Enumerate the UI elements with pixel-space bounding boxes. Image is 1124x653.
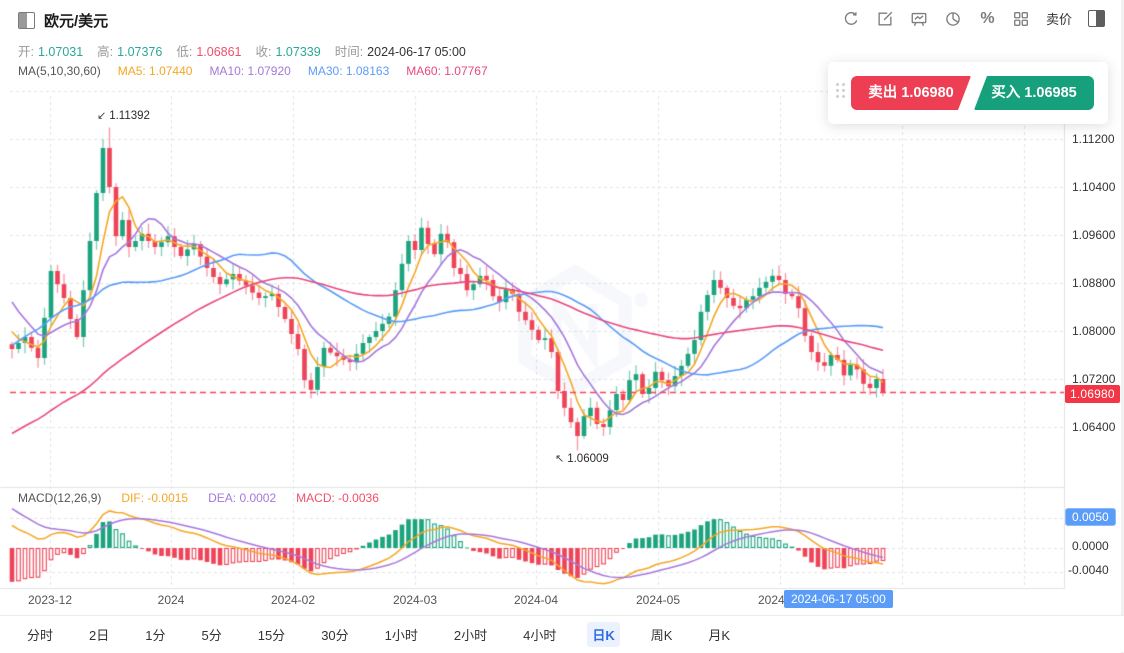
close-label: 收: [255, 45, 272, 59]
timeframe-1小时[interactable]: 1小时 [384, 627, 418, 643]
price-axis-label: 1.09600 [1072, 228, 1116, 242]
drag-handle[interactable] [836, 83, 845, 98]
scrollbar-track[interactable] [1121, 0, 1124, 653]
ma-values: MA5: 1.07440 MA10: 1.07920 MA30: 1.08163 MA… [118, 64, 505, 78]
timeframe-日K[interactable]: 日K [587, 621, 620, 647]
macd-label: MACD: [296, 491, 335, 505]
sell-price-toggle[interactable]: 卖价 [1045, 12, 1072, 27]
pair-title: 欧元/美元 [44, 13, 109, 30]
macd-header: MACD(12,26,9) DIF: -0.0015 DEA: 0.0002 M… [18, 491, 379, 505]
price-axis-label: 1.06400 [1072, 420, 1116, 434]
timeframe-15分[interactable]: 15分 [257, 627, 286, 643]
low-annotation-value: 1.06009 [567, 453, 609, 465]
timeframe-月K[interactable]: 月K [708, 627, 731, 643]
timeframe-分时[interactable]: 分时 [27, 627, 54, 643]
high-value: 1.07376 [117, 45, 163, 59]
refresh-icon[interactable] [842, 9, 861, 28]
price-axis-label: 1.07200 [1072, 372, 1116, 386]
price-axis-label: 1.10400 [1072, 180, 1116, 194]
percent-icon[interactable]: % [980, 9, 995, 27]
sell-button-price: 1.06980 [901, 85, 954, 101]
timeframe-2日[interactable]: 2日 [89, 627, 110, 643]
sell-button[interactable]: 卖出 1.06980 [851, 76, 971, 110]
buy-button[interactable]: 买入 1.06985 [974, 76, 1094, 110]
chart-toolbar: % 卖价 [842, 9, 1106, 28]
low-arrow-icon: ↖ [555, 453, 565, 465]
timeframe-5分[interactable]: 5分 [201, 627, 222, 643]
timeframe-2小时[interactable]: 2小时 [453, 627, 488, 643]
layout-grid-icon[interactable] [1012, 9, 1031, 28]
ma-item: MA10: 1.07920 [209, 64, 291, 78]
price-axis-label: 1.08800 [1072, 276, 1116, 290]
low-value: 1.06861 [196, 45, 242, 59]
timeframe-周K[interactable]: 周K [650, 627, 673, 643]
ohlc-row: 开: 1.07031 高: 1.07376 低: 1.06861 收: 1.07339 … [18, 41, 466, 60]
high-annotation: ↙ 1.11392 [97, 109, 150, 122]
low-label: 低: [176, 45, 193, 59]
ma-item: MA30: 1.08163 [307, 64, 390, 78]
macd-value: -0.0036 [338, 491, 379, 505]
timeframe-30分[interactable]: 30分 [321, 627, 349, 643]
ma-item: MA5: 1.07440 [117, 64, 193, 78]
open-value: 1.07031 [37, 45, 84, 59]
time-label: 时间: [334, 45, 364, 59]
buy-button-price: 1.06985 [1024, 85, 1077, 101]
dif-label: DIF: [121, 491, 145, 505]
high-annotation-value: 1.11392 [109, 110, 150, 122]
close-value: 1.07339 [275, 45, 321, 59]
macd-title: MACD(12,26,9) [18, 491, 102, 505]
current-price-tag: 1.06980 [1065, 385, 1120, 403]
dif-value: -0.0015 [147, 491, 189, 505]
open-label: 开: [18, 45, 34, 59]
sell-button-label: 卖出 [868, 85, 898, 101]
current-date-tag: 2024-06-17 05:00 [784, 590, 893, 608]
ma-item: MA60: 1.07767 [406, 64, 488, 78]
time-value: 2024-06-17 05:00 [367, 45, 466, 59]
ma-row: MA(5,10,30,60) MA5: 1.07440 MA10: 1.07920… [18, 64, 505, 78]
price-axis-label: 1.11200 [1072, 132, 1115, 146]
pair-icon [18, 12, 35, 29]
low-annotation: ↖ 1.06009 [555, 452, 609, 465]
quote-panel: 卖出 1.06980 买入 1.06985 [828, 62, 1108, 124]
timeframe-toolbar: 分时 2日 1分 5分 15分 30分 1小时 2小时 4小时 日K 周K 月K [0, 615, 1124, 652]
chart-board-icon[interactable] [910, 9, 929, 28]
timeframe-4小时[interactable]: 4小时 [523, 627, 557, 643]
high-arrow-icon: ↙ [97, 110, 107, 122]
draw-tools-icon[interactable] [876, 9, 895, 28]
dea-value: 0.0002 [239, 491, 277, 505]
buy-button-label: 买入 [991, 85, 1021, 101]
panel-toggle-icon[interactable] [1087, 9, 1106, 28]
titlebar: 欧元/美元 [18, 10, 108, 31]
macd-axis-max-tag: 0.0050 [1065, 508, 1116, 526]
price-axis-label: 1.08000 [1072, 324, 1116, 338]
high-label: 高: [97, 45, 114, 59]
ma-group-label: MA(5,10,30,60) [18, 64, 101, 78]
pie-chart-icon[interactable] [944, 9, 963, 28]
timeframe-1分[interactable]: 1分 [145, 627, 166, 643]
dea-label: DEA: [208, 491, 237, 505]
